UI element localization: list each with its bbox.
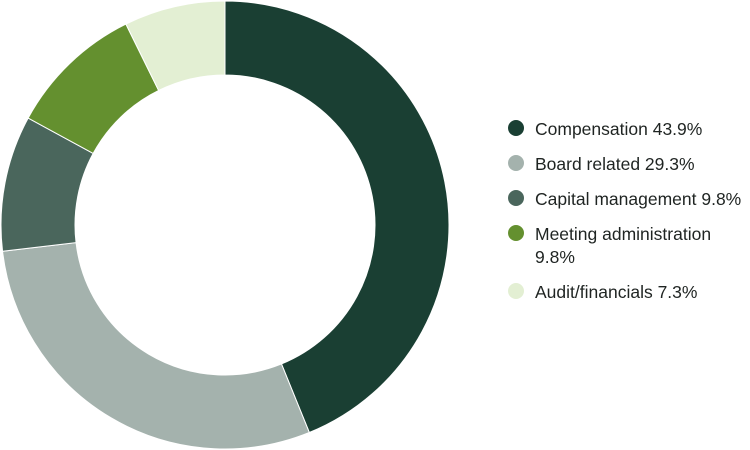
legend-item-audit-financials: Audit/financials 7.3% — [508, 281, 748, 304]
legend-label: Capital management 9.8% — [535, 189, 742, 209]
legend-dot-icon — [508, 120, 524, 136]
legend-dot-icon — [508, 225, 524, 241]
donut-chart — [0, 0, 450, 450]
donut-segment-board-related — [1, 242, 310, 450]
legend-dot-icon — [508, 283, 524, 299]
legend-label: Board related 29.3% — [535, 154, 695, 174]
legend-item-capital-management: Capital management 9.8% — [508, 188, 748, 211]
legend: Compensation 43.9% Board related 29.3% C… — [508, 118, 748, 316]
donut-segment-compensation — [224, 0, 450, 434]
donut-segment-audit-financials — [125, 0, 226, 92]
legend-dot-icon — [508, 190, 524, 206]
legend-label: Compensation 43.9% — [535, 119, 703, 139]
legend-dot-icon — [508, 155, 524, 171]
legend-label: Audit/financials 7.3% — [535, 282, 698, 302]
legend-label: Meeting administration 9.8% — [535, 224, 712, 267]
donut-segments — [0, 0, 450, 450]
legend-item-compensation: Compensation 43.9% — [508, 118, 748, 141]
legend-item-meeting-administration: Meeting administration 9.8% — [508, 223, 748, 269]
legend-item-board-related: Board related 29.3% — [508, 153, 748, 176]
